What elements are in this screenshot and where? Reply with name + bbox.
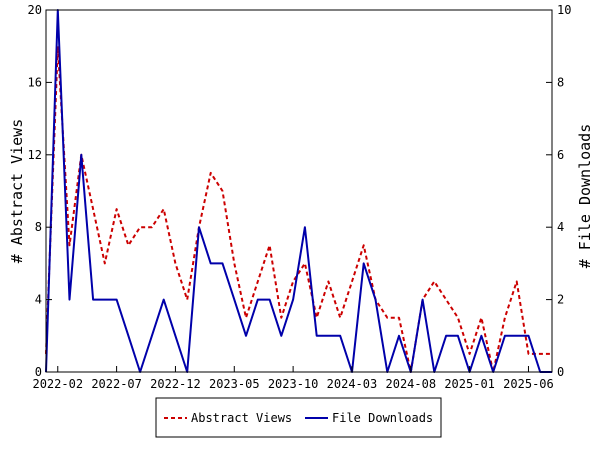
- series-line-file-downloads: [45, 9, 552, 373]
- right-y-tick-label: 6: [557, 148, 564, 162]
- x-tick-label: 2024-08: [386, 377, 437, 391]
- legend: Abstract Views File Downloads: [155, 397, 442, 438]
- right-y-tick-label: 4: [557, 220, 564, 234]
- series-layer: [45, 9, 552, 373]
- left-y-axis-label: # Abstract Views: [8, 119, 26, 264]
- legend-label-file-downloads: File Downloads: [332, 411, 433, 425]
- x-tick-label: 2025-01: [444, 377, 495, 391]
- right-y-axis-label: # File Downloads: [576, 124, 594, 269]
- x-tick-label: 2022-02: [32, 377, 83, 391]
- left-y-tick-label: 0: [35, 365, 42, 379]
- left-y-tick-label: 4: [35, 293, 42, 307]
- right-y-tick-label: 2: [557, 293, 564, 307]
- x-tick-label: 2025-06: [503, 377, 554, 391]
- left-y-tick-label: 16: [28, 75, 42, 89]
- legend-box: [155, 397, 442, 438]
- right-y-tick-label: 8: [557, 75, 564, 89]
- plot-frame: [45, 9, 553, 373]
- left-y-tick-label: 20: [28, 3, 42, 17]
- left-y-axis: 0 4 8 12 16 20: [28, 3, 52, 379]
- series-line-abstract-views: [45, 45, 552, 373]
- x-tick-label: 2024-03: [327, 377, 378, 391]
- x-tick-label: 2023-05: [209, 377, 260, 391]
- legend-label-abstract-views: Abstract Views: [191, 411, 292, 425]
- left-y-tick-label: 12: [28, 148, 42, 162]
- right-y-tick-label: 10: [557, 3, 571, 17]
- left-y-tick-label: 8: [35, 220, 42, 234]
- x-tick-label: 2022-07: [91, 377, 142, 391]
- right-y-tick-label: 0: [557, 365, 564, 379]
- x-axis: 2022-02 2022-07 2022-12 2023-05 2023-10 2024-…: [32, 366, 554, 391]
- right-y-axis: 0 2 4 6 8 10: [546, 3, 571, 379]
- x-tick-label: 2023-10: [268, 377, 319, 391]
- x-tick-label: 2022-12: [150, 377, 201, 391]
